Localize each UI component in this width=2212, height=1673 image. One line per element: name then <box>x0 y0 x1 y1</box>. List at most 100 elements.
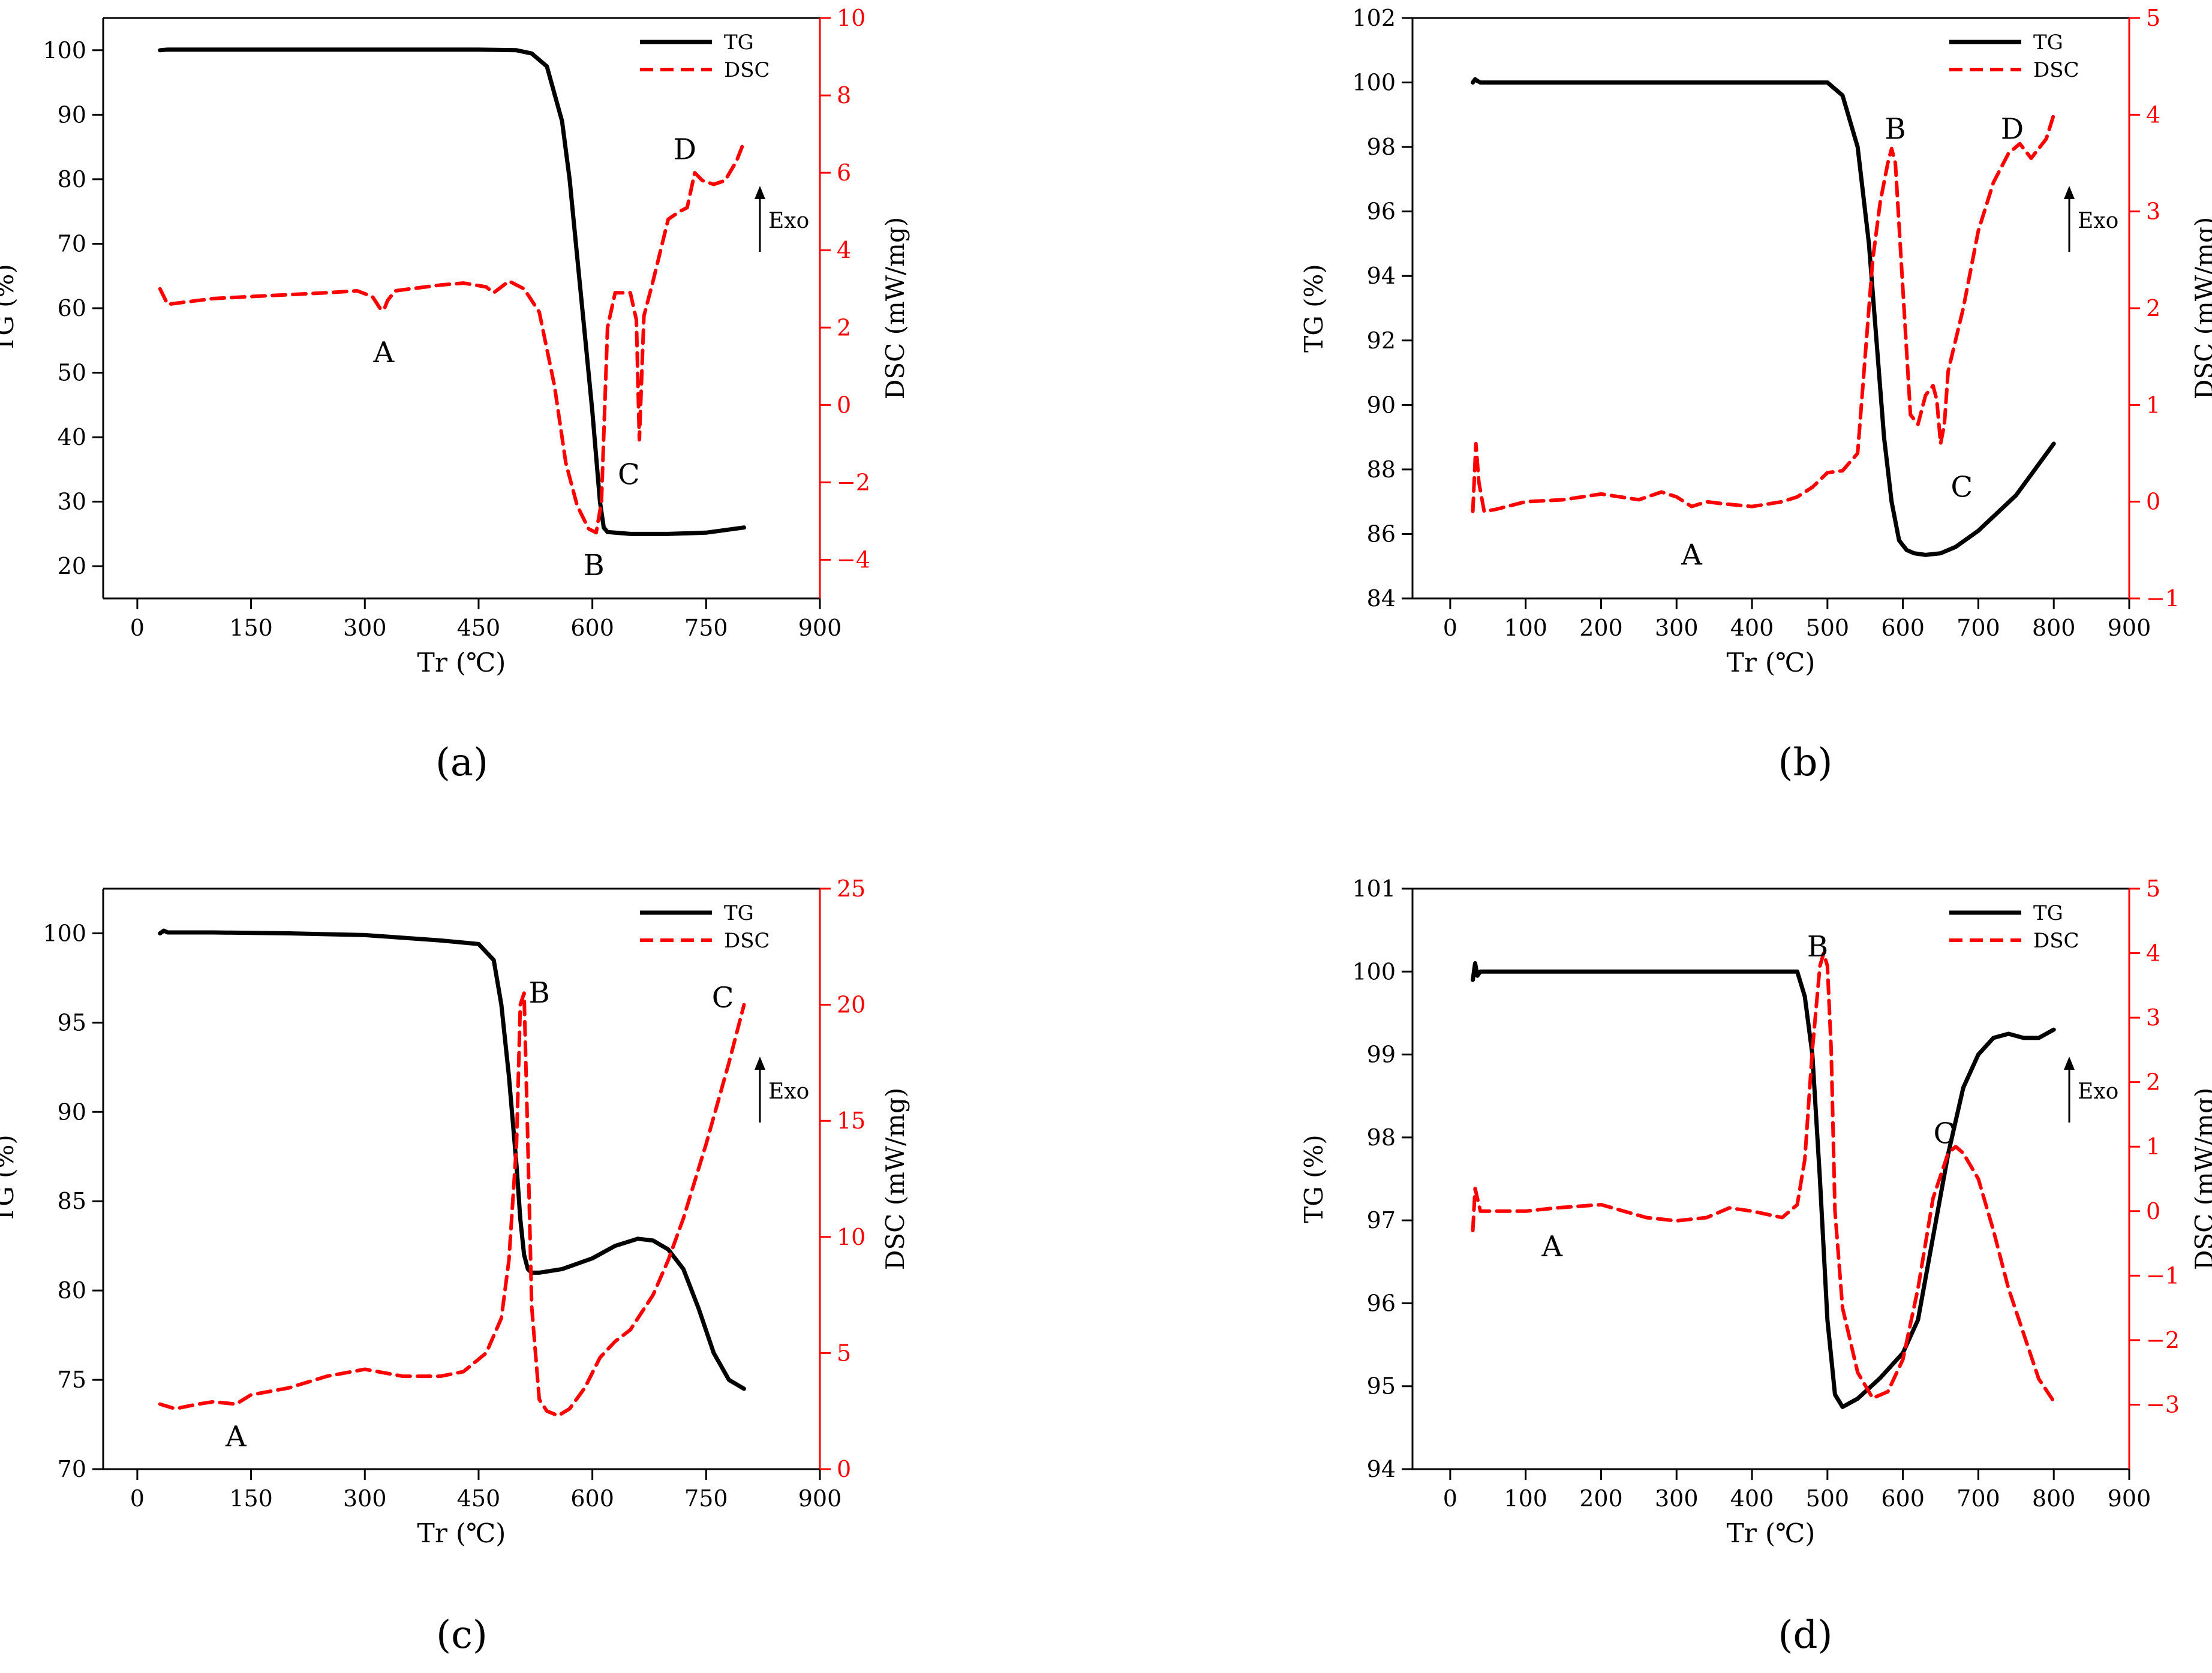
dsc-series-line <box>158 991 746 1418</box>
x-tick-label: 600 <box>570 1485 614 1512</box>
y2-axis-title: DSC (mW/mg) <box>880 1088 910 1271</box>
dsc-series-line <box>1471 113 2056 513</box>
chart-panel-2: 0 100 200 300 400 500 600 700 800 900 84 86 88 90 92 94… <box>1299 5 2212 678</box>
y2-axis-title: DSC (mW/mg) <box>880 217 910 400</box>
exo-arrowhead-icon <box>755 186 765 199</box>
y2-tick-label: −1 <box>2146 585 2180 612</box>
exo-label: Exo <box>768 209 809 233</box>
y-tick-label: 100 <box>1352 958 1396 985</box>
x-tick-label: 100 <box>1504 615 1547 641</box>
annotation-label-c: C <box>618 458 640 491</box>
y2-tick-label: 6 <box>837 160 851 186</box>
y2-tick-label: 10 <box>837 5 865 31</box>
legend-tg-label: TG <box>724 31 754 55</box>
tg-series-line <box>1471 961 2056 1409</box>
x-tick-label: 700 <box>1956 1485 2000 1512</box>
y-tick-label: 100 <box>1352 70 1396 96</box>
exo-label: Exo <box>2078 1079 2118 1104</box>
dsc-series-line <box>1471 951 2056 1404</box>
y-tick-label: 101 <box>1352 875 1396 902</box>
y-tick-label: 99 <box>1367 1042 1396 1068</box>
y-tick-label: 100 <box>43 37 86 64</box>
x-tick-label: 300 <box>343 615 387 641</box>
x-tick-label: 200 <box>1579 615 1623 641</box>
x-tick-label: 100 <box>1504 1485 1547 1512</box>
x-tick-label: 400 <box>1730 1485 1774 1512</box>
x-axis-title: Tr (℃) <box>1727 1518 1816 1549</box>
legend-dsc-label: DSC <box>2033 58 2079 82</box>
annotation-label-c: C <box>1933 1117 1955 1151</box>
y-tick-label: 70 <box>58 1456 86 1482</box>
y-tick-label: 75 <box>58 1367 86 1393</box>
y-tick-label: 84 <box>1367 585 1396 612</box>
y2-tick-label: 2 <box>2146 1069 2160 1096</box>
y-tick-label: 94 <box>1367 263 1396 289</box>
exo-arrowhead-icon <box>755 1057 765 1070</box>
y-tick-label: 85 <box>58 1188 86 1214</box>
y2-tick-label: 8 <box>837 82 851 109</box>
y-tick-label: 90 <box>1367 392 1396 418</box>
x-tick-label: 900 <box>798 1485 842 1512</box>
x-tick-label: 0 <box>130 615 145 641</box>
y2-tick-label: 5 <box>2146 875 2160 902</box>
y-tick-label: 98 <box>1367 134 1396 160</box>
y-tick-label: 98 <box>1367 1124 1396 1151</box>
y2-tick-label: −3 <box>2146 1391 2180 1418</box>
annotation-label-a: A <box>373 336 395 369</box>
y-tick-label: 80 <box>58 166 86 192</box>
panel-label-b: (b) <box>1778 741 1833 785</box>
annotation-label-b: B <box>528 976 549 1010</box>
y-tick-label: 60 <box>58 295 86 321</box>
x-tick-label: 300 <box>1655 615 1699 641</box>
dsc-series-line <box>158 140 746 535</box>
y-tick-label: 90 <box>58 1099 86 1125</box>
legend-dsc-label: DSC <box>724 929 770 953</box>
y-tick-label: 70 <box>58 230 86 257</box>
y-tick-label: 86 <box>1367 520 1396 547</box>
y-tick-label: 20 <box>58 553 86 579</box>
x-tick-label: 700 <box>1956 615 2000 641</box>
x-tick-label: 600 <box>1881 1485 1925 1512</box>
y2-tick-label: 2 <box>837 314 851 341</box>
y-tick-label: 100 <box>43 920 86 946</box>
legend-tg-label: TG <box>2033 901 2063 925</box>
panel-label-a: (a) <box>435 741 489 785</box>
y-tick-label: 95 <box>58 1009 86 1036</box>
y2-tick-label: 0 <box>2146 1198 2160 1224</box>
y-axis-title: TG (%) <box>1299 1135 1329 1223</box>
tg-series-line <box>1471 77 2056 557</box>
chart-panel-1: 0 150 300 450 600 750 9002030405060708090100−4… <box>0 5 910 678</box>
y2-tick-label: 5 <box>837 1340 851 1366</box>
annotation-label-b: B <box>584 549 605 582</box>
x-tick-label: 150 <box>229 1485 273 1512</box>
y-tick-label: 95 <box>1367 1373 1396 1400</box>
y-tick-label: 94 <box>1367 1456 1396 1482</box>
y2-tick-label: 3 <box>2146 1004 2160 1031</box>
x-tick-label: 750 <box>684 1485 728 1512</box>
x-tick-label: 450 <box>457 1485 501 1512</box>
y-tick-label: 90 <box>58 101 86 128</box>
y2-tick-label: 0 <box>837 1456 851 1482</box>
y-tick-label: 96 <box>1367 198 1396 225</box>
panel-label-d: (d) <box>1778 1613 1833 1657</box>
x-tick-label: 300 <box>1655 1485 1699 1512</box>
y2-tick-label: 4 <box>2146 101 2160 128</box>
y-axis-title: TG (%) <box>1299 264 1329 353</box>
x-tick-label: 900 <box>2108 1485 2151 1512</box>
y-axis-title: TG (%) <box>0 264 19 353</box>
exo-arrowhead-icon <box>2064 1057 2075 1070</box>
x-tick-label: 150 <box>229 615 273 641</box>
y2-tick-label: 1 <box>2146 392 2160 418</box>
y2-tick-label: 3 <box>2146 198 2160 225</box>
y-tick-label: 88 <box>1367 456 1396 483</box>
x-tick-label: 800 <box>2032 1485 2076 1512</box>
annotation-label-b: B <box>1807 930 1828 964</box>
x-tick-label: 0 <box>130 1485 145 1512</box>
y2-tick-label: 10 <box>837 1224 865 1250</box>
y2-tick-label: 4 <box>2146 940 2160 967</box>
x-tick-label: 0 <box>1443 615 1457 641</box>
tg-series-line <box>158 47 746 536</box>
x-tick-label: 600 <box>1881 615 1925 641</box>
x-tick-label: 900 <box>798 615 842 641</box>
